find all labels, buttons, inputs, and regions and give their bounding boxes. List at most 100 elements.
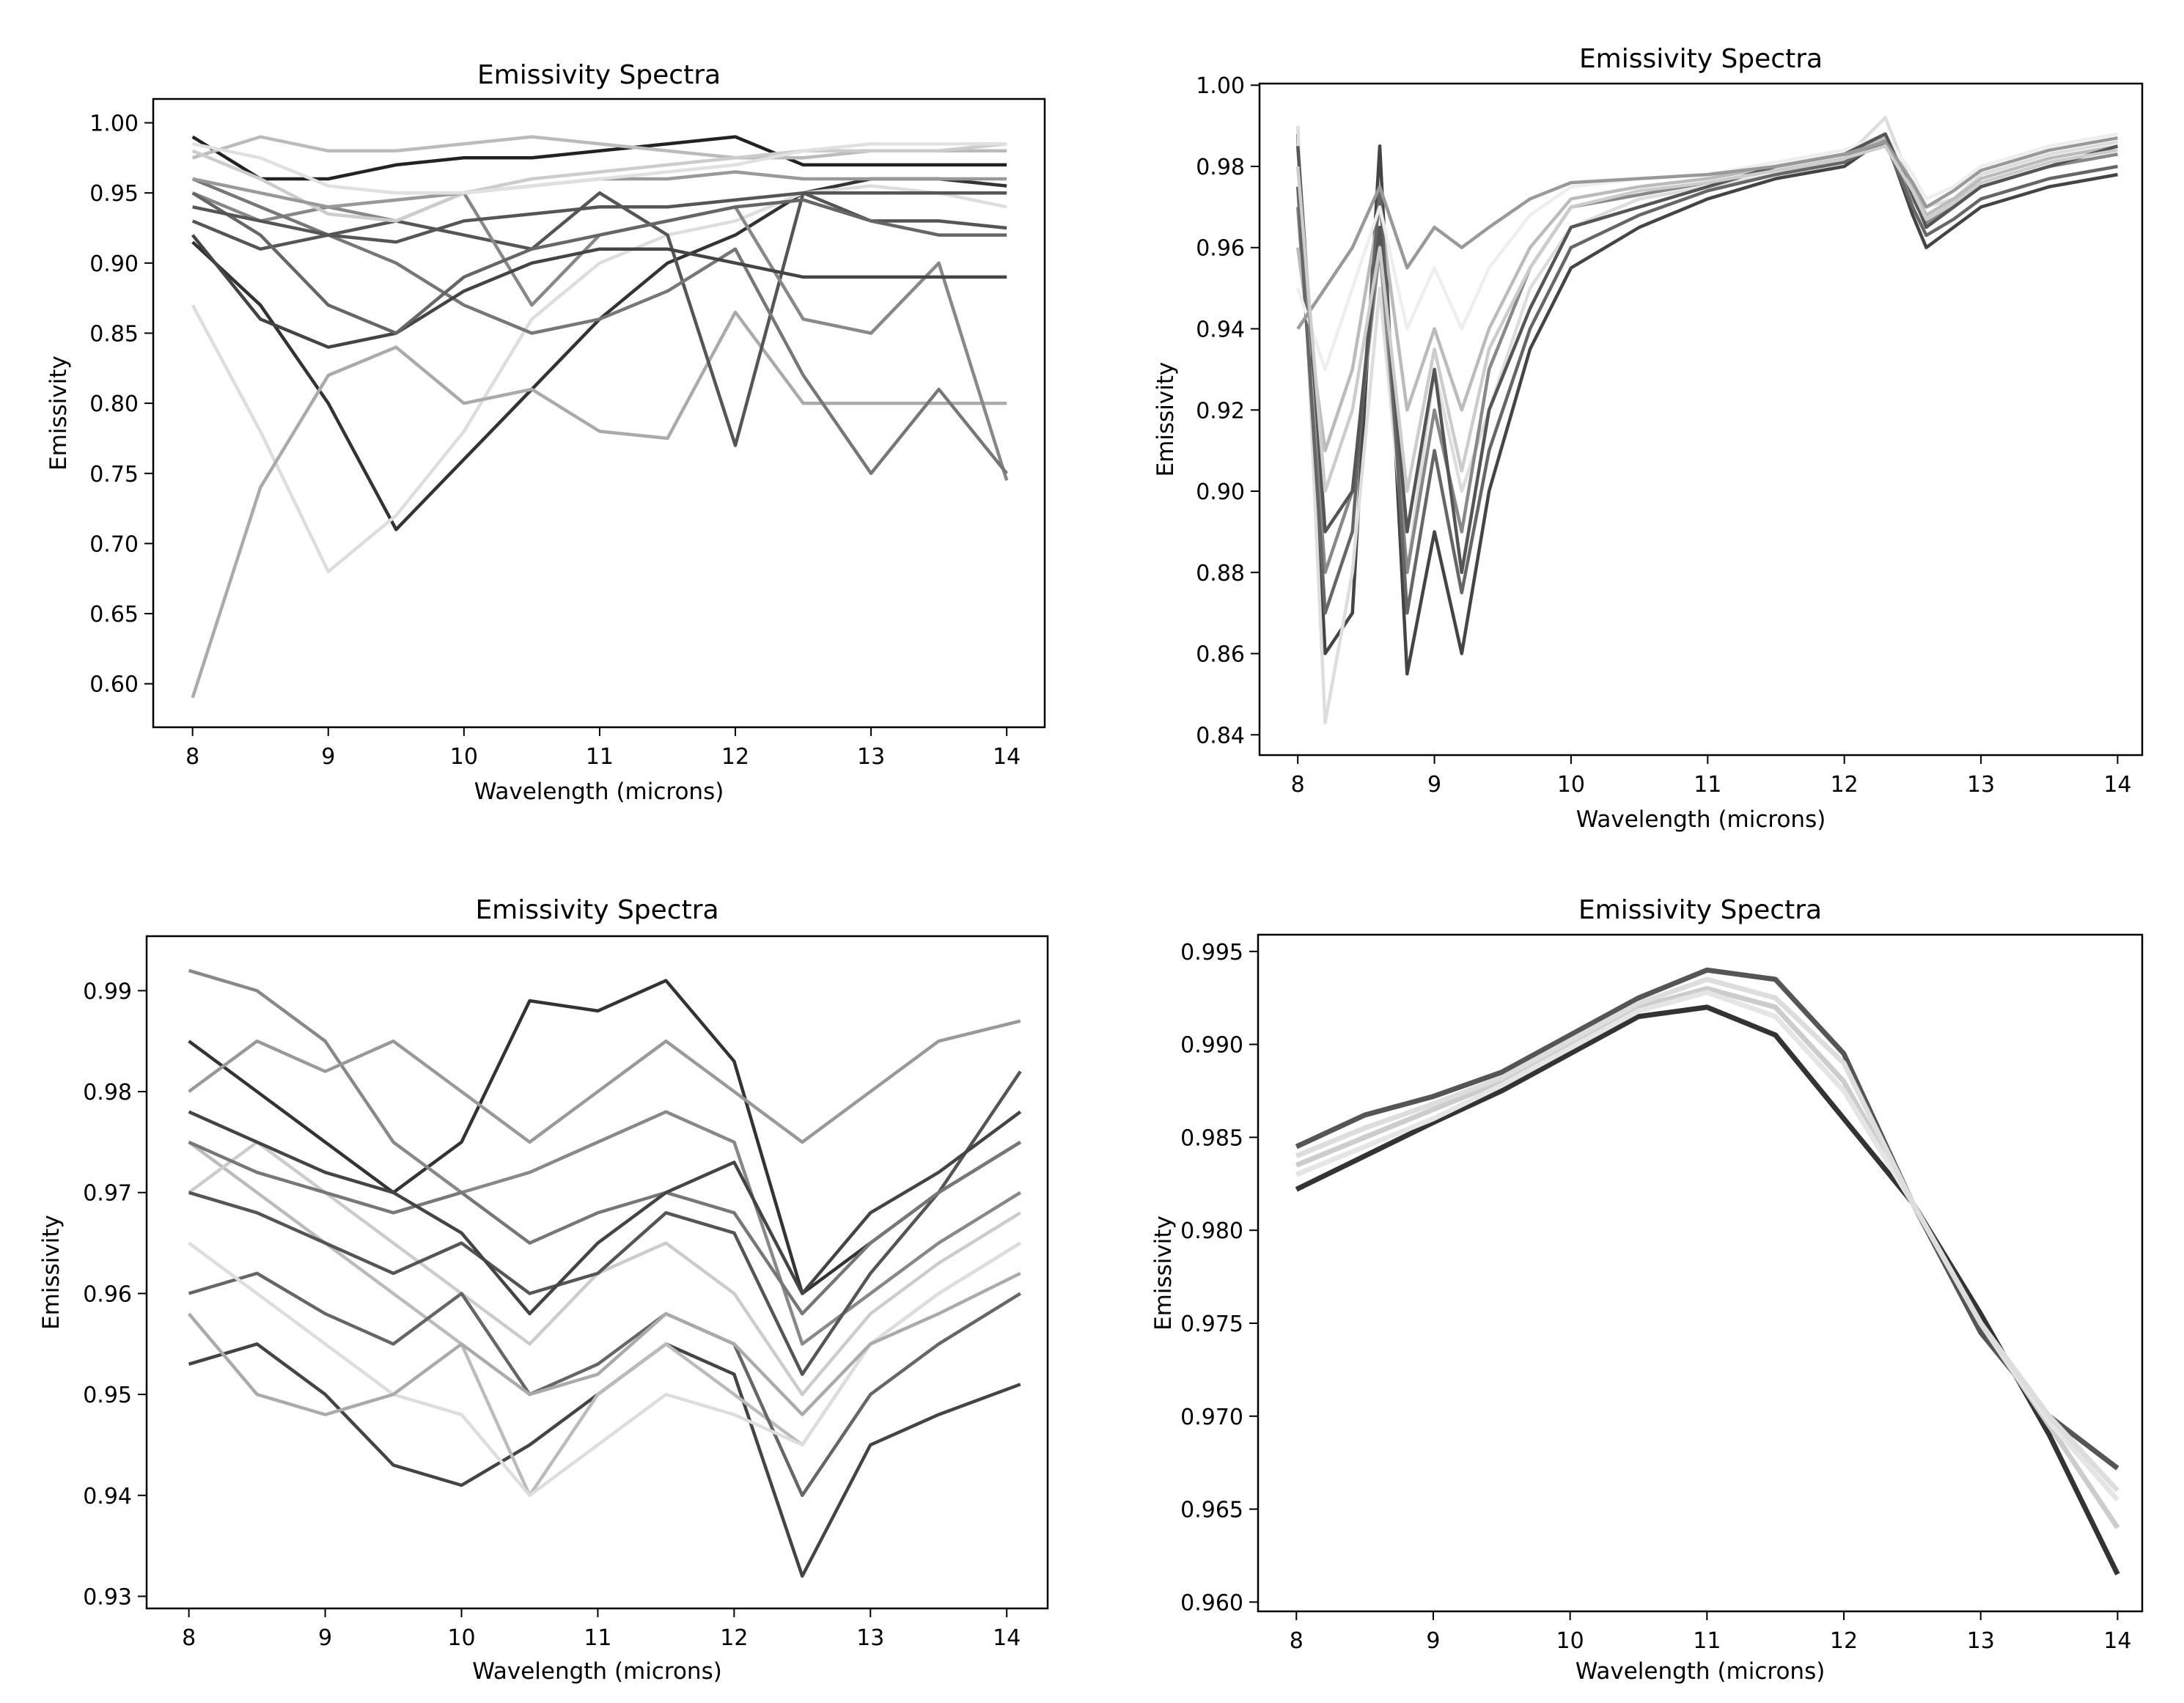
series-group [1295,967,2120,1575]
y-tick-label: 1.00 [89,111,139,137]
chart-panel-4: 8 9 10 11 12 13 14 0.960 0.965 0.970 0.975 0.980 0.9… [1150,895,2144,1685]
chart-title: Emissivity Spectra [1579,44,1823,74]
series-line-12 [192,170,1007,209]
series-line-8 [188,1070,1022,1376]
x-tick-label: 10 [1557,772,1585,798]
x-tick-label: 8 [185,744,199,770]
x-tick-label: 14 [993,1625,1021,1651]
y-tick-label: 0.965 [1180,1498,1243,1523]
x-tick-label: 12 [720,1625,748,1651]
x-tick-label: 11 [1694,772,1721,798]
series-line-3 [191,310,1007,699]
series-line-3 [188,968,1021,1346]
x-tick-label: 11 [586,744,614,770]
y-tick-label: 0.990 [1180,1033,1243,1059]
y-tick-label: 0.97 [83,1181,132,1207]
y-axis-label: Emissivity [1150,1215,1177,1331]
y-tick-label: 0.60 [89,672,139,698]
x-axis-label: Wavelength (microns) [472,1658,722,1685]
chart-title: Emissivity Spectra [1578,895,1822,925]
series-line-6 [188,1271,1021,1498]
y-tick-label: 0.90 [89,251,139,277]
series-line-12 [188,1110,1022,1316]
chart-panel-2: 8 9 10 11 12 13 14 0.84 0.86 0.88 0.90 0.92 0.94 0.96… [1152,44,2144,833]
y-tick-label: 0.95 [83,1383,132,1408]
y-tick-label: 0.70 [89,532,139,557]
series-line-13 [192,141,1007,195]
series-line-2 [191,184,1007,573]
x-tick-label: 9 [1427,772,1441,798]
series-line-10 [188,1140,1021,1316]
series-group [1295,116,2119,724]
x-axis-label: Wavelength (microns) [1576,806,1826,833]
x-tick-label: 11 [584,1625,611,1651]
y-tick-label: 0.975 [1180,1312,1243,1337]
y-tick-label: 0.995 [1180,940,1243,965]
series-line-5 [1295,140,2118,615]
x-axis-label: Wavelength (microns) [474,779,724,805]
series-line-4 [1295,136,2118,452]
x-tick-label: 14 [2103,1628,2131,1654]
series-line-1 [1295,133,2118,676]
plot-frame [1258,82,2144,757]
y-tick-label: 0.75 [89,462,139,488]
series-line-1 [1295,967,2119,1471]
y-tick-label: 0.93 [83,1584,132,1610]
series-line-4 [188,1141,1021,1498]
x-tick-label: 9 [321,744,335,770]
series-group [191,135,1009,699]
chart-title: Emissivity Spectra [475,895,718,925]
series-group [187,968,1022,1578]
y-tick-label: 0.98 [1196,155,1245,180]
x-tick-label: 13 [1967,772,1995,798]
series-line-5 [1295,976,2119,1493]
x-tick-label: 10 [450,744,478,770]
x-tick-label: 12 [721,744,749,770]
series-line-1 [188,979,1021,1295]
series-line-10 [191,191,1007,335]
chart-title: Emissivity Spectra [477,60,721,90]
y-tick-label: 0.970 [1180,1405,1243,1430]
plot-frame [1257,933,2144,1613]
y-tick-label: 0.65 [89,602,139,628]
y-tick-label: 0.98 [83,1080,132,1106]
series-line-11 [187,1271,1021,1416]
chart-panel-1: 8 9 10 11 12 13 14 0.60 0.65 0.70 0.75 0.80 0.85 0.90… [45,60,1046,805]
y-tick-label: 0.980 [1180,1218,1243,1244]
series-line-2 [188,1342,1021,1578]
series-line-8 [1296,136,2118,330]
chart-panel-3: 8 9 10 11 12 13 14 0.93 0.94 0.95 0.96 0.97 0.98 0.99… [38,895,1049,1685]
y-tick-label: 0.84 [1196,723,1245,748]
y-tick-label: 0.99 [83,979,132,1004]
x-tick-label: 9 [318,1625,332,1651]
series-line-3 [1295,140,2118,575]
y-tick-label: 1.00 [1196,73,1245,99]
y-tick-label: 0.960 [1180,1590,1243,1616]
y-tick-label: 0.90 [1196,479,1245,505]
x-tick-label: 8 [1291,772,1305,798]
x-tick-label: 10 [1556,1628,1584,1654]
x-tick-label: 8 [182,1625,196,1651]
y-axis-label: Emissivity [38,1215,65,1330]
x-tick-label: 14 [2103,772,2131,798]
x-tick-label: 12 [1831,772,1858,798]
series-line-7 [191,135,1007,181]
series-line-9 [1295,144,2118,493]
y-tick-label: 0.96 [83,1281,132,1307]
x-axis-label: Wavelength (microns) [1576,1658,1825,1685]
y-tick-label: 0.86 [1196,642,1245,668]
series-line-14 [192,191,1007,244]
x-tick-label: 14 [993,744,1021,770]
x-tick-label: 12 [1830,1628,1858,1654]
series-line-2 [1295,1004,2120,1575]
y-axis-label: Emissivity [1152,362,1179,477]
y-tick-label: 0.95 [89,181,139,207]
x-tick-label: 13 [856,1625,884,1651]
y-tick-label: 0.94 [1196,317,1245,343]
series-line-4 [1295,990,2120,1502]
series-line-7 [188,1019,1021,1144]
y-tick-label: 0.92 [1196,398,1245,424]
x-tick-label: 13 [1967,1628,1995,1654]
y-tick-label: 0.96 [1196,236,1245,262]
